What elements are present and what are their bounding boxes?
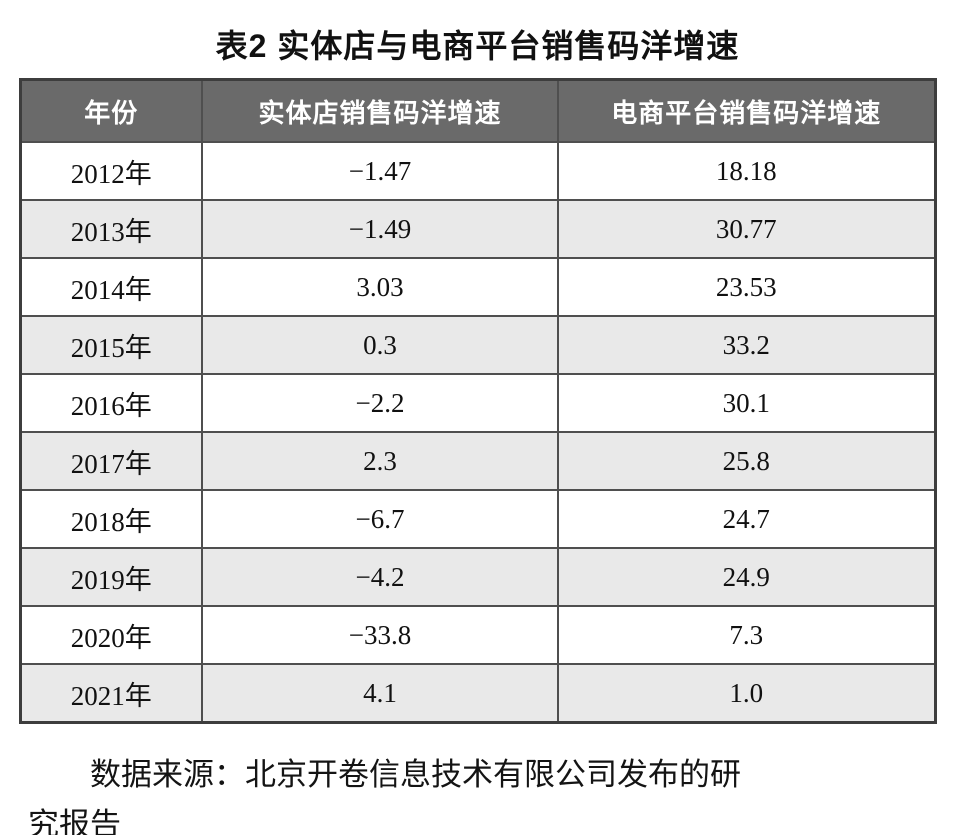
- store-growth-cell: 4.1: [201, 663, 559, 724]
- year-cell: 2015年: [19, 315, 203, 375]
- sales-growth-table: 年份 实体店销售码洋增速 电商平台销售码洋增速 2012年 −1.47 18.1…: [18, 78, 937, 724]
- year-cell: 2014年: [19, 257, 203, 317]
- year-cell: 2018年: [19, 489, 203, 549]
- store-growth-cell: −4.2: [201, 547, 559, 607]
- table-row: 2017年 2.3 25.8: [19, 431, 936, 491]
- ecom-growth-cell: 7.3: [557, 605, 936, 665]
- table-row: 2014年 3.03 23.53: [19, 257, 936, 317]
- table-title: 表2 实体店与电商平台销售码洋增速: [215, 28, 740, 64]
- ecom-growth-cell: 18.18: [557, 141, 936, 201]
- table-row: 2015年 0.3 33.2: [19, 315, 936, 375]
- ecom-growth-cell: 24.7: [557, 489, 936, 549]
- ecom-growth-cell: 23.53: [557, 257, 936, 317]
- store-growth-cell: −1.47: [201, 141, 559, 201]
- year-cell: 2021年: [19, 663, 203, 724]
- ecom-growth-cell: 1.0: [557, 663, 936, 724]
- data-source-note-line1: 数据来源：北京开卷信息技术有限公司发布的研: [90, 757, 741, 792]
- table-row: 2012年 −1.47 18.18: [19, 141, 936, 201]
- table-row: 2013年 −1.49 30.77: [19, 199, 936, 259]
- year-cell: 2012年: [19, 141, 203, 201]
- data-source-note: 数据来源：北京开卷信息技术有限公司发布的研 究报告: [28, 750, 935, 835]
- store-growth-cell: −1.49: [201, 199, 559, 259]
- ecom-growth-cell: 25.8: [557, 431, 936, 491]
- col-header-year: 年份: [19, 78, 203, 143]
- table-row: 2020年 −33.8 7.3: [19, 605, 936, 665]
- data-source-note-line2: 究报告: [28, 807, 121, 835]
- table-row: 2019年 −4.2 24.9: [19, 547, 936, 607]
- header-row: 年份 实体店销售码洋增速 电商平台销售码洋增速: [19, 78, 936, 143]
- year-cell: 2020年: [19, 605, 203, 665]
- store-growth-cell: −33.8: [201, 605, 559, 665]
- year-cell: 2013年: [19, 199, 203, 259]
- store-growth-cell: −2.2: [201, 373, 559, 433]
- ecom-growth-cell: 30.1: [557, 373, 936, 433]
- store-growth-cell: 0.3: [201, 315, 559, 375]
- ecom-growth-cell: 33.2: [557, 315, 936, 375]
- ecom-growth-cell: 30.77: [557, 199, 936, 259]
- table-row: 2016年 −2.2 30.1: [19, 373, 936, 433]
- year-cell: 2019年: [19, 547, 203, 607]
- year-cell: 2016年: [19, 373, 203, 433]
- table-row: 2021年 4.1 1.0: [19, 663, 936, 724]
- store-growth-cell: 3.03: [201, 257, 559, 317]
- col-header-store-growth: 实体店销售码洋增速: [201, 78, 559, 143]
- store-growth-cell: −6.7: [201, 489, 559, 549]
- col-header-ecom-growth: 电商平台销售码洋增速: [557, 78, 936, 143]
- table-row: 2018年 −6.7 24.7: [19, 489, 936, 549]
- ecom-growth-cell: 24.9: [557, 547, 936, 607]
- year-cell: 2017年: [19, 431, 203, 491]
- store-growth-cell: 2.3: [201, 431, 559, 491]
